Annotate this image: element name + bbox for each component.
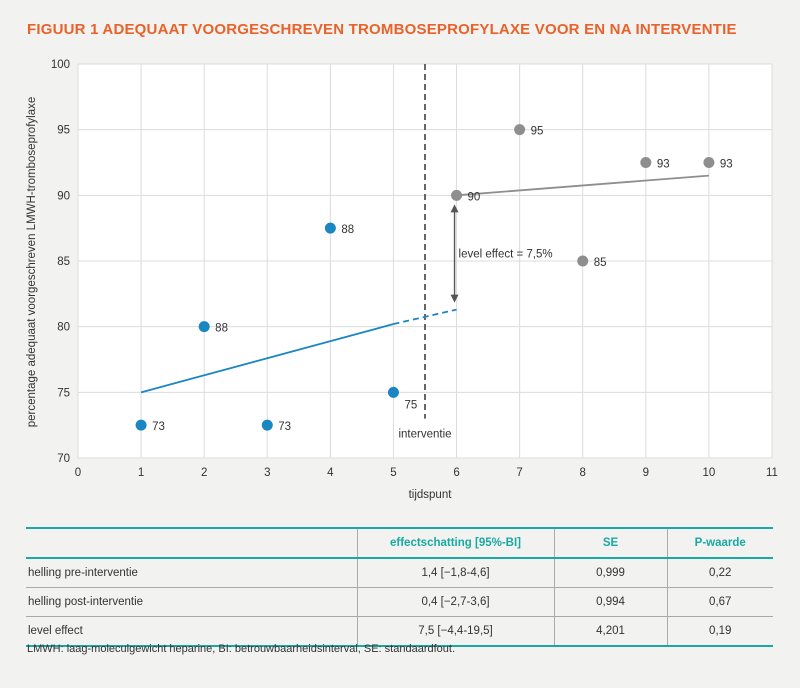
x-axis-label: tijdspunt	[408, 489, 452, 501]
table-cell: helling post-interventie	[26, 587, 357, 617]
post-data-point	[640, 157, 652, 168]
table-cell: 0,4 [−2,7-3,6]	[356, 587, 554, 617]
table-cell: 0,67	[666, 587, 773, 617]
x-tick-label: 1	[138, 467, 144, 479]
table-cell: 0,994	[553, 587, 667, 617]
table-cell: 0,999	[553, 558, 667, 588]
data-label: 95	[531, 126, 544, 138]
data-label: 90	[468, 191, 481, 203]
post-trend-line	[456, 174, 709, 197]
post-data-point	[514, 124, 526, 136]
footnote: LMWH: laag-moleculgewicht heparine, BI: …	[27, 643, 456, 655]
x-tick-label: 8	[580, 467, 586, 479]
table-row: helling post-interventie 0,4 [−2,7-3,6] …	[26, 587, 773, 617]
x-tick-label: 11	[766, 467, 778, 479]
pre-data-point	[387, 386, 399, 398]
pre-data-point	[135, 419, 147, 431]
y-tick-label: 85	[57, 256, 70, 268]
y-tick-label: 90	[57, 190, 70, 202]
post-data-point	[451, 189, 463, 201]
data-label: 73	[152, 421, 165, 433]
table-header-cell: SE	[553, 528, 667, 558]
pre-trend-line	[140, 323, 394, 394]
table-cell: 0,22	[666, 558, 773, 588]
level-effect-arrowhead-down	[450, 294, 459, 303]
chart: 0 1 2 3 4 5 6 7 8 9 10 11 70 75 80 85 90 95 100 interventie…	[51, 59, 778, 479]
x-tick-label: 3	[264, 467, 270, 479]
y-tick-label: 100	[51, 59, 70, 71]
x-tick-label: 9	[643, 467, 649, 479]
post-data-point	[703, 157, 715, 168]
level-effect-arrowhead-up	[450, 204, 459, 213]
data-label: 85	[594, 257, 607, 269]
x-tick-label: 5	[390, 467, 396, 479]
table-header-cell: P-waarde	[666, 528, 773, 558]
table-cell: level effect	[26, 616, 357, 646]
y-axis-label: percentage adequaat voorgeschreven LMWH-…	[26, 96, 38, 428]
statistics-table: effectschatting [95%-BI] SE P-waarde hel…	[26, 527, 773, 647]
pre-data-point	[324, 222, 336, 234]
pre-trend-extension	[393, 308, 457, 325]
y-tick-label: 75	[57, 387, 70, 399]
table-cell: helling pre-interventie	[28, 567, 138, 579]
data-label: 73	[278, 421, 291, 433]
x-tick-label: 0	[75, 467, 81, 479]
y-tick-label: 80	[57, 322, 70, 334]
table-cell: 0,19	[666, 616, 773, 646]
data-label: 93	[720, 159, 733, 171]
table-row: level effect 7,5 [−4,4-19,5] 4,201 0,19	[26, 616, 773, 646]
pre-data-point	[198, 321, 210, 333]
x-tick-label: 10	[703, 467, 716, 479]
x-tick-label: 7	[516, 467, 522, 479]
data-label: 88	[215, 323, 228, 335]
pre-data-point	[261, 419, 273, 431]
intervention-label: interventie	[398, 429, 451, 441]
data-label: 88	[341, 224, 354, 236]
table-cell: 1,4 [−1,8-4,6]	[356, 558, 554, 588]
table-header-cell: effectschatting [95%-BI]	[356, 528, 554, 558]
x-tick-label: 6	[453, 467, 459, 479]
figure-title: FIGUUR 1 ADEQUAAT VOORGESCHREVEN TROMBOS…	[27, 21, 737, 38]
table-header-row: effectschatting [95%-BI] SE P-waarde	[26, 528, 773, 558]
table-cell: 7,5 [−4,4-19,5]	[356, 616, 554, 646]
y-tick-label: 95	[57, 125, 70, 137]
x-tick-label: 2	[201, 467, 207, 479]
x-tick-label: 4	[327, 467, 334, 479]
data-label: 93	[657, 159, 670, 171]
level-effect-label: level effect = 7,5%	[459, 248, 553, 260]
table-header-cell	[26, 528, 357, 558]
y-tick-label: 70	[57, 453, 70, 465]
table-row: helling pre-interventie 1,4 [−1,8-4,6] 0…	[26, 558, 773, 588]
post-data-point	[577, 255, 589, 267]
table-cell: 4,201	[553, 616, 667, 646]
data-label: 75	[404, 399, 417, 411]
